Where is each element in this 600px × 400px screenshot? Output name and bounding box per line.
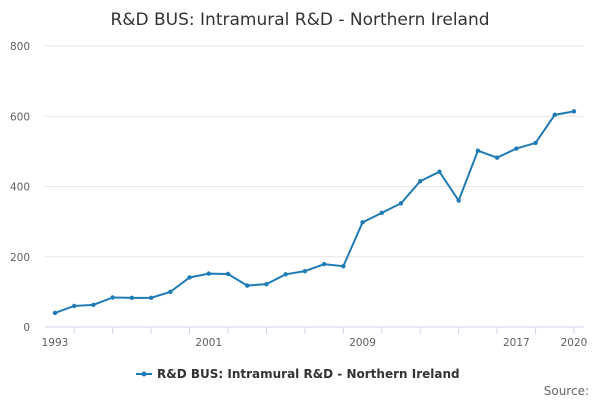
y-tick-label: 800 [10, 41, 30, 53]
data-point[interactable] [283, 272, 288, 277]
data-point[interactable] [245, 283, 250, 288]
data-point[interactable] [129, 295, 135, 301]
x-tick-label: 1993 [42, 337, 69, 349]
data-point[interactable] [148, 295, 154, 301]
data-point[interactable] [418, 179, 423, 184]
data-point[interactable] [437, 169, 442, 174]
y-tick-label: 600 [10, 111, 30, 123]
data-point[interactable] [456, 198, 461, 203]
x-tick-label: 2009 [349, 337, 376, 349]
data-point[interactable] [533, 140, 538, 146]
x-axis: 1993 2001 2009 2017 2020 [42, 326, 588, 349]
data-point[interactable] [206, 271, 211, 276]
data-point[interactable] [379, 210, 384, 216]
data-point[interactable] [341, 264, 346, 269]
data-point[interactable] [225, 271, 231, 277]
series-line [54, 110, 575, 314]
y-tick-label: 200 [10, 252, 30, 264]
data-point[interactable] [187, 275, 192, 280]
data-point[interactable] [168, 289, 173, 295]
data-points [52, 109, 577, 316]
data-point[interactable] [552, 112, 557, 118]
source-label: Source: [544, 384, 589, 398]
data-point[interactable] [321, 261, 327, 267]
data-point[interactable] [398, 201, 404, 206]
data-point[interactable] [72, 303, 77, 309]
x-tick-label: 2001 [195, 337, 222, 349]
data-point[interactable] [494, 155, 500, 160]
data-point[interactable] [302, 268, 308, 274]
legend-label[interactable]: R&D BUS: Intramural R&D - Northern Irela… [157, 367, 460, 381]
data-point[interactable] [52, 310, 58, 316]
data-point[interactable] [360, 220, 365, 225]
data-point[interactable] [91, 302, 96, 308]
x-tick-label: 2017 [503, 337, 530, 349]
data-point[interactable] [264, 281, 269, 287]
data-point[interactable] [110, 295, 115, 300]
y-tick-label: 400 [10, 182, 30, 194]
data-point[interactable] [475, 148, 481, 153]
legend-marker-icon [141, 371, 147, 377]
gridlines [45, 45, 584, 258]
x-tick-label: 2020 [561, 337, 588, 349]
data-point[interactable] [514, 146, 519, 151]
legend[interactable]: R&D BUS: Intramural R&D - Northern Irela… [136, 367, 460, 381]
data-point[interactable] [571, 109, 577, 114]
y-tick-label: 0 [23, 322, 30, 334]
y-axis-ticks: 0 200 400 600 800 [10, 41, 30, 334]
chart-title: R&D BUS: Intramural R&D - Northern Irela… [110, 10, 489, 30]
